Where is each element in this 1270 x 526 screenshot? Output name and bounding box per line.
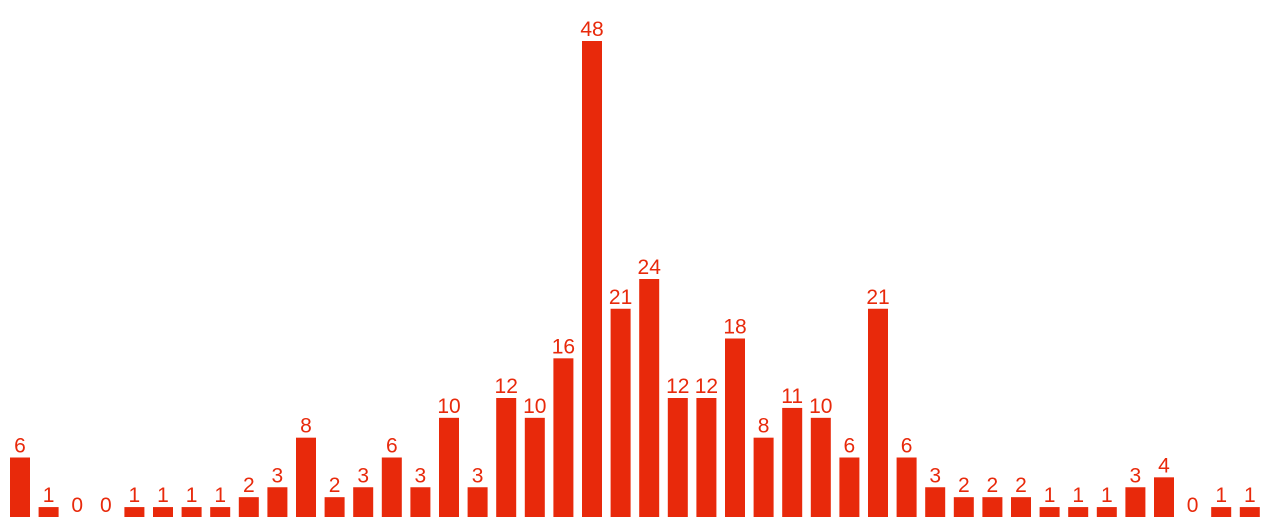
bar-value-label-12: 3 <box>357 464 369 487</box>
bar-15 <box>439 417 459 517</box>
bar-value-label-41: 0 <box>1187 494 1199 517</box>
bar-value-label-4: 1 <box>129 484 141 507</box>
bar-value-label-32: 3 <box>929 464 941 487</box>
bar-22 <box>639 279 660 517</box>
bar-9 <box>267 487 288 517</box>
bar-32 <box>925 487 946 517</box>
bar-35 <box>1011 497 1031 517</box>
bar-value-label-42: 1 <box>1215 484 1227 507</box>
bar-value-label-8: 2 <box>243 474 255 497</box>
bar-value-label-17: 12 <box>495 375 518 398</box>
bar-31 <box>896 457 917 517</box>
bar-37 <box>1068 507 1089 517</box>
bar-7 <box>210 507 231 517</box>
bar-value-label-7: 1 <box>214 484 226 507</box>
bar-29 <box>839 457 860 517</box>
bar-value-label-21: 21 <box>609 286 632 309</box>
bar-value-label-28: 10 <box>809 395 832 418</box>
bar-13 <box>381 457 402 517</box>
bar-value-label-33: 2 <box>958 474 970 497</box>
bar-value-label-23: 12 <box>666 375 689 398</box>
bar-23 <box>667 398 688 517</box>
bar-value-label-22: 24 <box>638 256 662 279</box>
bar-4 <box>124 507 145 517</box>
bar-value-label-26: 8 <box>758 415 770 438</box>
bar-10 <box>296 437 316 517</box>
bar-14 <box>410 487 431 517</box>
bar-value-label-14: 3 <box>415 464 427 487</box>
bar-40 <box>1154 477 1174 517</box>
bar-42 <box>1211 507 1232 517</box>
bar-18 <box>524 417 545 517</box>
bar-25 <box>725 338 745 517</box>
bar-value-label-9: 3 <box>272 464 284 487</box>
bar-value-label-31: 6 <box>901 435 913 458</box>
bar-value-label-16: 3 <box>472 464 484 487</box>
bar-5 <box>153 507 173 517</box>
bar-8 <box>238 497 259 517</box>
bar-21 <box>610 308 631 517</box>
bar-value-label-3: 0 <box>100 494 112 517</box>
bar-17 <box>496 398 517 517</box>
bar-value-label-2: 0 <box>71 494 83 517</box>
bar-value-label-25: 18 <box>723 316 746 339</box>
bar-26 <box>753 437 774 517</box>
bar-43 <box>1239 507 1260 517</box>
bar-value-label-0: 6 <box>14 435 26 458</box>
bar-30 <box>868 308 888 517</box>
bar-11 <box>324 497 345 517</box>
bar-value-label-43: 1 <box>1244 484 1256 507</box>
bar-16 <box>467 487 488 517</box>
bars-group <box>10 41 1260 517</box>
bar-value-label-36: 1 <box>1044 484 1056 507</box>
bar-value-label-5: 1 <box>157 484 169 507</box>
bar-27 <box>782 407 803 517</box>
bar-value-label-19: 16 <box>552 335 575 358</box>
bar-value-label-24: 12 <box>695 375 718 398</box>
bar-value-label-20: 48 <box>580 18 603 41</box>
bar-value-label-39: 3 <box>1130 464 1142 487</box>
bar-0 <box>10 457 30 517</box>
bar-6 <box>181 507 202 517</box>
bar-36 <box>1039 507 1060 517</box>
bar-value-label-30: 21 <box>866 286 889 309</box>
bar-value-label-40: 4 <box>1158 454 1170 477</box>
bar-value-label-34: 2 <box>987 474 999 497</box>
bar-value-label-6: 1 <box>186 484 198 507</box>
bar-value-label-37: 1 <box>1072 484 1084 507</box>
bar-24 <box>696 398 717 517</box>
bar-38 <box>1096 507 1117 517</box>
bar-28 <box>810 417 831 517</box>
bar-value-label-13: 6 <box>386 435 398 458</box>
bar-33 <box>953 497 974 517</box>
bar-value-label-10: 8 <box>300 415 312 438</box>
bar-value-label-35: 2 <box>1015 474 1027 497</box>
bar-39 <box>1125 487 1146 517</box>
bar-value-label-18: 10 <box>523 395 546 418</box>
bar-34 <box>982 497 1003 517</box>
bar-value-label-38: 1 <box>1101 484 1113 507</box>
bar-1 <box>38 507 59 517</box>
bar-value-label-27: 11 <box>781 385 803 408</box>
bar-12 <box>353 487 374 517</box>
bar-20 <box>582 41 602 517</box>
bar-19 <box>553 358 574 517</box>
bar-value-label-29: 6 <box>844 435 856 458</box>
bar-value-label-11: 2 <box>329 474 341 497</box>
bar-value-label-15: 10 <box>437 395 460 418</box>
bar-value-label-1: 1 <box>43 484 55 507</box>
